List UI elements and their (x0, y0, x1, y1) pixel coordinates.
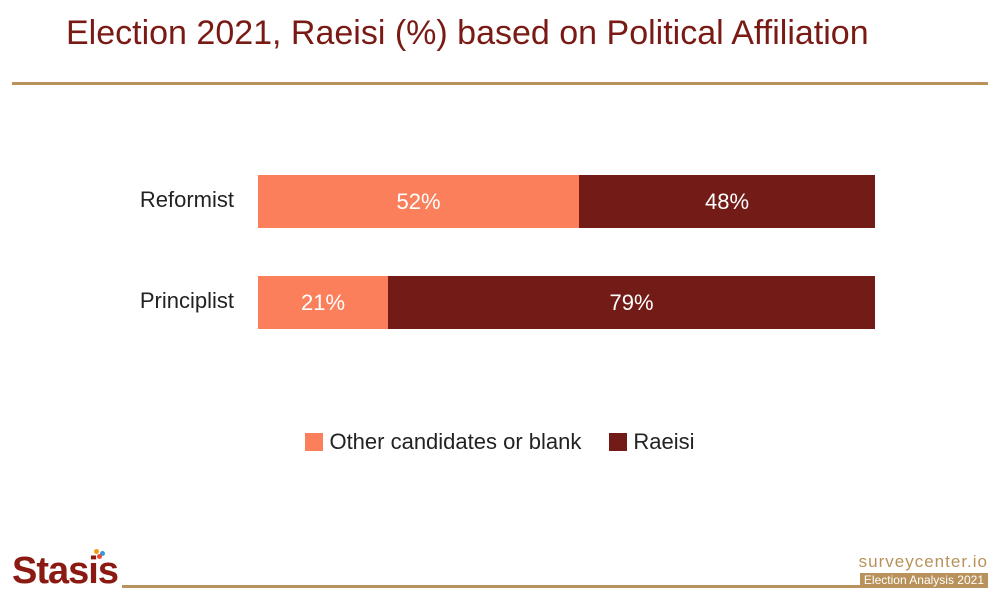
legend-label-other: Other candidates or blank (329, 429, 582, 454)
bar-value-label: 21% (300, 289, 346, 315)
footer-site-name: surveycenter.io (858, 552, 988, 571)
bar-segment: 79% (388, 276, 875, 329)
legend-swatch-raeisi (609, 433, 628, 451)
bar-value-label: 48% (704, 188, 750, 214)
legend-item-other: Other candidates or blank (305, 429, 581, 455)
legend-item-raeisi: Raeisi (609, 429, 695, 455)
legend-label-raeisi: Raeisi (633, 429, 695, 454)
chart-title: Election 2021, Raeisi (%) based on Polit… (66, 14, 869, 52)
category-label: Principlist (139, 288, 234, 313)
legend: Other candidates or blank Raeisi (0, 429, 1000, 455)
bar-segment: 48% (579, 175, 875, 228)
legend-swatch-other (305, 433, 324, 451)
bar-value-label: 52% (396, 188, 441, 214)
footer-divider (122, 585, 988, 588)
footer-tag: Election Analysis 2021 (859, 573, 988, 587)
bar-value-label: 79% (609, 289, 654, 315)
bar-segment: 52% (258, 175, 579, 228)
logo-dots-icon (94, 549, 106, 559)
category-label: Reformist (139, 187, 234, 212)
bar-segment: 21% (258, 276, 388, 329)
title-divider (12, 82, 988, 85)
